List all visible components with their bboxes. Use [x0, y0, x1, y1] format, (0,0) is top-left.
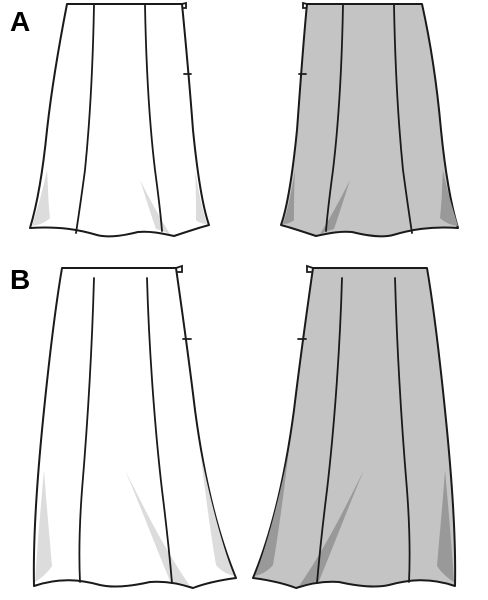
skirt-b-front-body	[32, 267, 237, 589]
skirt-b-front	[32, 264, 237, 589]
skirt-b-front-seam-right	[146, 277, 173, 584]
skirt-b-back-waist-tab	[306, 264, 314, 273]
skirt-a-back	[280, 1, 459, 238]
skirt-a-back-shade-mid	[320, 180, 350, 234]
skirt-b-back-shade-right	[437, 470, 454, 582]
skirt-a-front-shade-right	[195, 170, 207, 224]
skirt-b-back-shade-left	[255, 450, 289, 576]
skirt-b-front-shade-right	[200, 450, 234, 576]
skirt-a-front-body	[29, 3, 210, 238]
skirt-a-front-seam-right	[144, 4, 163, 232]
skirt-b-back-body	[252, 267, 457, 589]
skirt-b-back	[252, 264, 457, 589]
skirt-b-front-waist-tab	[175, 264, 183, 273]
skirt-a-front-waist-tab	[181, 1, 187, 9]
skirt-a-back-seam-left	[325, 4, 344, 232]
skirt-a-front-shade-left	[32, 170, 50, 226]
skirt-a-back-shade-left	[283, 170, 295, 224]
skirt-a-front-shade-mid	[140, 180, 170, 234]
view-label-b: B	[10, 264, 31, 295]
skirt-b-front-seam-left	[78, 277, 95, 583]
skirt-a-front-seam-left	[75, 4, 95, 234]
view-label-a: A	[10, 6, 31, 37]
skirt-a-front	[29, 1, 210, 238]
skirt-a-back-body	[280, 3, 459, 238]
skirt-a-back-waist-tab	[302, 1, 308, 9]
skirt-a-back-shade-right	[440, 170, 458, 226]
skirt-a-back-seam-right	[393, 4, 413, 234]
skirt-b-back-seam-left	[316, 277, 343, 584]
skirt-b-front-shade-left	[35, 470, 52, 582]
skirt-b-back-seam-right	[394, 277, 411, 583]
